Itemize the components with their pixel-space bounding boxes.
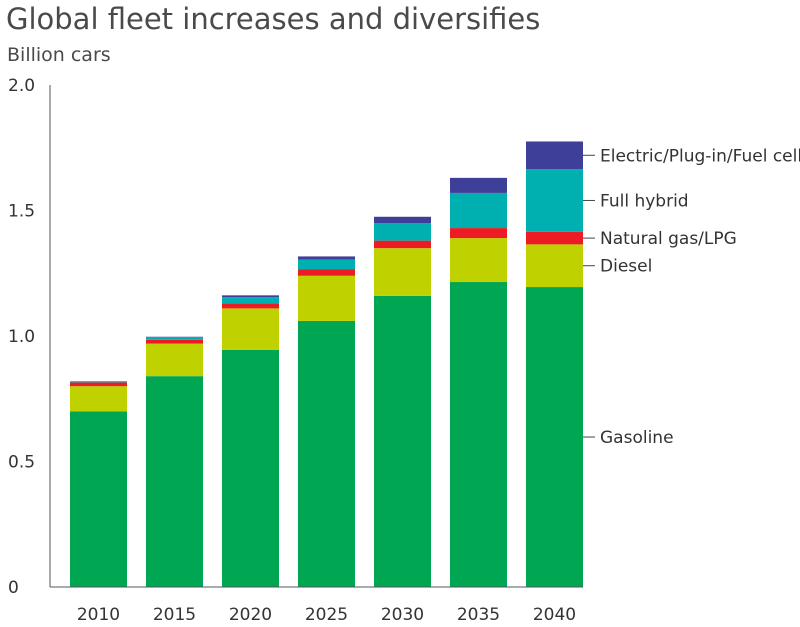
bar-segment-full-hybrid	[526, 169, 583, 232]
bar-segment-diesel	[146, 343, 203, 377]
legend-label: Diesel	[600, 257, 652, 277]
x-tick-label: 2015	[153, 605, 196, 625]
bar-segment-natural-gas-lpg	[298, 269, 355, 276]
bar-segment-natural-gas-lpg	[450, 228, 507, 239]
bar-segment-diesel	[374, 248, 431, 296]
x-tick-label: 2030	[381, 605, 424, 625]
bar-segment-natural-gas-lpg	[526, 231, 583, 245]
x-tick-label: 2025	[305, 605, 348, 625]
bar-segment-gasoline	[298, 320, 355, 587]
bar-segment-gasoline	[146, 376, 203, 587]
bar-segment-electric-plug-in-fuel-cell	[450, 177, 507, 193]
x-axis: 2010 2015 2020 2025 2030 2035 2040	[50, 586, 583, 625]
chart-title: Global fleet increases and diversifies	[6, 2, 541, 36]
legend: Gasoline Diesel Natural gas/LPG Full hybrid…	[583, 146, 800, 448]
bar-segment-electric-plug-in-fuel-cell	[222, 295, 279, 298]
bar-segment-gasoline	[526, 287, 583, 587]
legend-label: Full hybrid	[600, 191, 689, 211]
bar-segment-electric-plug-in-fuel-cell	[298, 256, 355, 260]
bar-segment-full-hybrid	[222, 297, 279, 304]
bar-segment-electric-plug-in-fuel-cell	[526, 141, 583, 170]
bar-segment-full-hybrid	[146, 337, 203, 340]
bar-segment-diesel	[526, 244, 583, 288]
bar-segment-full-hybrid	[70, 381, 127, 383]
bar-segment-gasoline	[374, 295, 431, 587]
y-tick-label: 1.0	[8, 327, 35, 347]
bars-group	[70, 141, 583, 587]
bar-segment-gasoline	[222, 349, 279, 587]
bar-segment-full-hybrid	[298, 259, 355, 270]
bar-segment-electric-plug-in-fuel-cell	[374, 216, 431, 224]
bar-segment-natural-gas-lpg	[70, 382, 127, 387]
y-tick-label: 2.0	[8, 76, 35, 96]
x-tick-label: 2040	[533, 605, 576, 625]
x-tick-label: 2020	[229, 605, 272, 625]
bar-segment-full-hybrid	[450, 192, 507, 229]
legend-label: Natural gas/LPG	[600, 229, 737, 249]
bar-segment-natural-gas-lpg	[222, 303, 279, 309]
x-tick-label: 2035	[457, 605, 500, 625]
bar-segment-diesel	[298, 275, 355, 321]
y-tick-label: 1.5	[8, 202, 35, 222]
bar-segment-natural-gas-lpg	[146, 339, 203, 344]
bar-segment-natural-gas-lpg	[374, 240, 431, 249]
y-tick-label: 0	[8, 578, 19, 598]
bar-segment-diesel	[450, 238, 507, 283]
bar-segment-gasoline	[450, 282, 507, 587]
legend-label: Electric/Plug-in/Fuel cell	[600, 146, 800, 166]
bar-segment-gasoline	[70, 411, 127, 587]
bar-segment-electric-plug-in-fuel-cell	[146, 336, 203, 338]
bar-segment-diesel	[70, 386, 127, 412]
y-axis: 0 0.5 1.0 1.5 2.0	[8, 76, 51, 598]
bar-segment-full-hybrid	[374, 223, 431, 241]
legend-label: Gasoline	[600, 428, 674, 448]
x-tick-label: 2010	[77, 605, 120, 625]
y-axis-unit-label: Billion cars	[7, 44, 111, 66]
bar-segment-diesel	[222, 308, 279, 350]
y-tick-label: 0.5	[8, 453, 35, 473]
